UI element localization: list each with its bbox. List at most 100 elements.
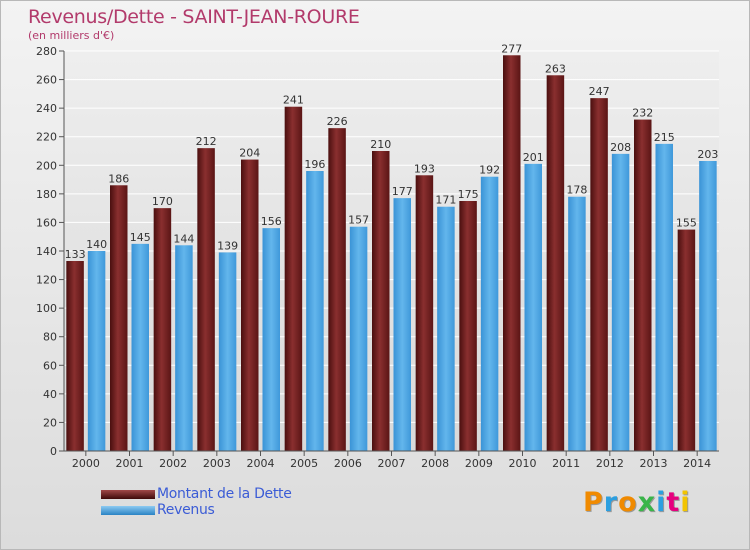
y-tick-label: 40 [43, 388, 57, 401]
data-label-revenus: 140 [86, 238, 107, 251]
y-tick-label: 160 [36, 216, 57, 229]
data-label-dette: 263 [545, 62, 566, 75]
x-tick-label: 2005 [290, 457, 318, 470]
x-tick-label: 2002 [159, 457, 187, 470]
bar-revenus [524, 163, 542, 451]
data-label-dette: 133 [65, 248, 86, 261]
data-label-dette: 212 [196, 135, 217, 148]
bar-dette [284, 106, 303, 451]
y-tick-label: 260 [36, 74, 57, 87]
x-tick-label: 2010 [509, 457, 537, 470]
x-tick-label: 2000 [72, 457, 100, 470]
y-tick-label: 180 [36, 188, 57, 201]
bar-dette [110, 185, 128, 452]
bar-revenus [437, 206, 455, 451]
bar-revenus [655, 143, 673, 451]
bar-revenus [262, 228, 280, 451]
legend-swatch-dette [101, 489, 155, 499]
data-label-dette: 247 [589, 85, 610, 98]
data-label-dette: 232 [632, 107, 653, 120]
data-label-dette: 155 [676, 217, 697, 230]
y-tick-label: 220 [36, 131, 57, 144]
bar-dette [677, 229, 696, 451]
data-label-revenus: 201 [523, 151, 544, 164]
bar-dette [241, 159, 259, 452]
chart-subtitle: (en milliers d'€) [28, 29, 115, 42]
y-tick-label: 80 [43, 331, 57, 344]
y-tick-label: 60 [43, 359, 57, 372]
bar-revenus [218, 252, 237, 451]
data-label-dette: 210 [370, 138, 391, 151]
bar-dette [415, 175, 434, 452]
x-tick-label: 2011 [552, 457, 580, 470]
x-tick-label: 2012 [596, 457, 624, 470]
y-tick-label: 0 [50, 445, 57, 458]
x-tick-label: 2001 [116, 457, 144, 470]
data-label-revenus: 177 [392, 185, 413, 198]
legend-item-revenus: Revenus [101, 502, 292, 518]
logo-letter: i [656, 487, 667, 518]
data-label-revenus: 156 [261, 215, 282, 228]
legend: Montant de la Dette Revenus [101, 486, 292, 518]
data-label-revenus: 139 [217, 239, 238, 252]
x-tick-label: 2013 [640, 457, 668, 470]
logo-letter: t [666, 487, 681, 518]
proxiti-logo: Proxiti [583, 487, 691, 518]
bar-revenus [349, 226, 368, 451]
data-label-dette: 186 [108, 172, 129, 185]
y-tick-label: 20 [43, 416, 57, 429]
bar-revenus [480, 176, 499, 451]
data-label-revenus: 192 [479, 164, 500, 177]
logo-letter: r [603, 487, 619, 518]
bar-dette [153, 208, 172, 451]
bar-dette [590, 98, 608, 452]
logo-letter: i [680, 487, 691, 518]
legend-item-dette: Montant de la Dette [101, 486, 292, 502]
x-tick-label: 2014 [683, 457, 711, 470]
bar-dette [546, 75, 565, 452]
bar-dette [459, 201, 477, 451]
bar-revenus [131, 243, 149, 451]
data-label-dette: 175 [458, 188, 479, 201]
bar-revenus [306, 171, 324, 451]
data-label-dette: 241 [283, 94, 304, 107]
y-tick-label: 280 [36, 45, 57, 58]
x-tick-label: 2004 [247, 457, 275, 470]
bar-revenus [393, 198, 411, 451]
bar-revenus [175, 245, 193, 451]
data-label-dette: 193 [414, 162, 435, 175]
bar-revenus [568, 196, 586, 451]
y-tick-label: 100 [36, 302, 57, 315]
legend-swatch-revenus [101, 505, 155, 515]
chart-title: Revenus/Dette - SAINT-JEAN-ROURE [28, 6, 360, 28]
y-tick-label: 200 [36, 159, 57, 172]
logo-letter: x [637, 487, 657, 518]
bar-revenus [87, 251, 106, 451]
data-label-dette: 277 [501, 42, 522, 55]
y-tick-label: 120 [36, 274, 57, 287]
x-tick-label: 2003 [203, 457, 231, 470]
y-tick-label: 140 [36, 245, 57, 258]
data-label-revenus: 144 [173, 232, 194, 245]
legend-label-dette: Montant de la Dette [157, 486, 292, 502]
data-label-revenus: 178 [566, 184, 587, 197]
data-label-revenus: 215 [654, 131, 675, 144]
legend-label-revenus: Revenus [157, 502, 215, 518]
x-tick-label: 2008 [421, 457, 449, 470]
data-label-dette: 170 [152, 195, 173, 208]
bar-revenus [699, 161, 717, 451]
bar-dette [634, 119, 652, 452]
data-label-revenus: 196 [304, 158, 325, 171]
data-label-revenus: 208 [610, 141, 631, 154]
bar-dette [328, 128, 346, 451]
x-tick-label: 2006 [334, 457, 362, 470]
bar-dette [66, 261, 84, 451]
x-tick-label: 2007 [378, 457, 406, 470]
bar-dette [197, 148, 215, 451]
data-label-dette: 226 [327, 115, 348, 128]
logo-letter: o [618, 487, 638, 518]
bar-dette [503, 55, 521, 452]
bar-revenus [611, 153, 630, 451]
